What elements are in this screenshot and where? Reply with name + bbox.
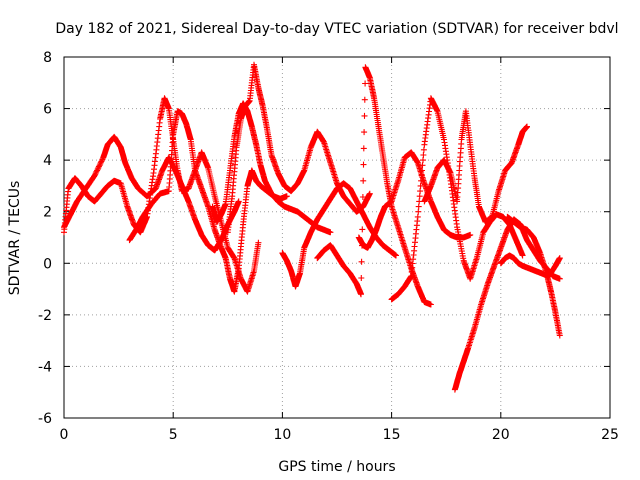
series-sat-e: [209, 100, 334, 236]
series-sat-g: [314, 64, 434, 308]
series-sat-h: [355, 149, 474, 251]
data-point-markers: [224, 61, 373, 236]
series-sat-j: [421, 108, 530, 225]
y-tick-label: 0: [43, 256, 52, 272]
grid-lines: [64, 57, 610, 418]
y-axis-label: SDTVAR / TECUs: [7, 181, 23, 296]
x-tick-label: 10: [273, 427, 291, 443]
data-point-markers: [421, 108, 530, 225]
y-tick-label: 6: [43, 102, 52, 118]
data-points: [61, 61, 563, 393]
data-point-markers: [314, 64, 434, 308]
y-tick-label: -2: [38, 308, 52, 324]
x-axis-label: GPS time / hours: [278, 459, 395, 475]
data-point-markers: [209, 100, 334, 236]
x-tick-label: 15: [383, 427, 401, 443]
data-point-markers: [355, 149, 474, 251]
axis-ticks: [63, 56, 611, 419]
y-tick-label: -6: [38, 411, 52, 427]
x-tick-label: 25: [601, 427, 619, 443]
data-point-markers: [497, 252, 563, 280]
y-tick-label: 4: [43, 153, 52, 169]
series-sat-d: [224, 61, 373, 236]
tick-labels: 0 5 10 15 20 25 -6 -4 -2 0 2 4 6 8: [38, 50, 619, 443]
series-sat-c: [126, 108, 290, 295]
y-tick-label: 2: [43, 205, 52, 221]
x-tick-label: 0: [60, 427, 69, 443]
y-tick-label: -4: [38, 359, 52, 375]
chart-title: Day 182 of 2021, Sidereal Day-to-day VTE…: [55, 21, 618, 37]
data-point-markers: [126, 108, 290, 295]
data-point-markers: [279, 180, 399, 290]
x-tick-label: 5: [169, 427, 178, 443]
x-tick-label: 20: [492, 427, 510, 443]
series-sat-m: [497, 252, 563, 280]
y-tick-label: 8: [43, 50, 52, 66]
series-sat-f: [279, 180, 399, 290]
plot-frame: [63, 56, 611, 419]
